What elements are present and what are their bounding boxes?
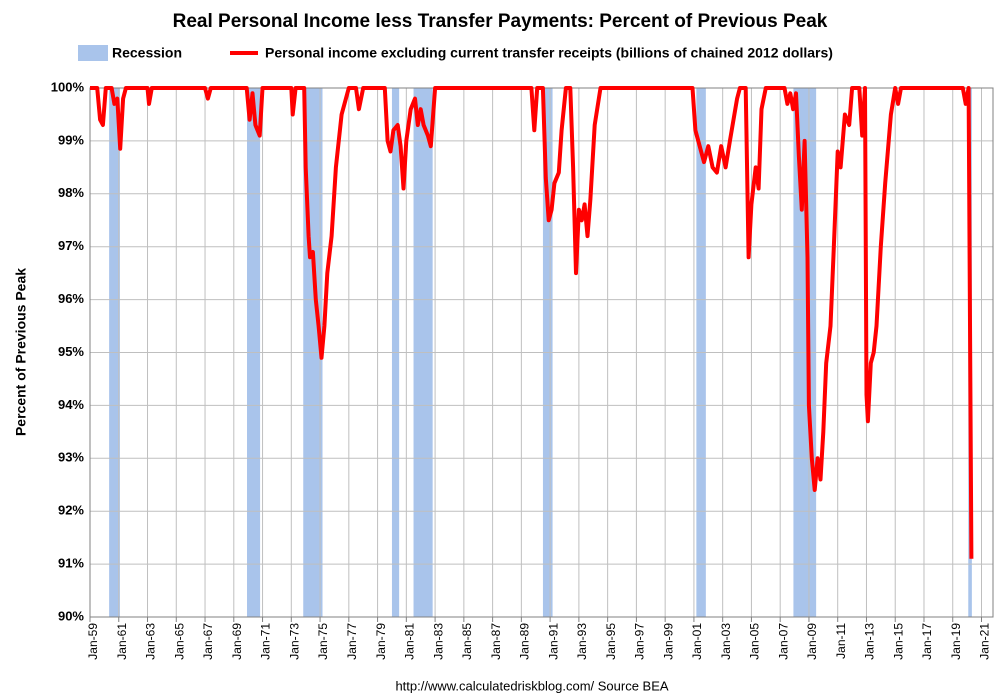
x-tick-label: Jan-89 <box>518 623 532 660</box>
x-tick-label: Jan-13 <box>863 623 877 660</box>
x-tick-label: Jan-01 <box>690 623 704 660</box>
x-tick-label: Jan-59 <box>86 623 100 660</box>
y-tick-label: 96% <box>58 291 84 306</box>
x-tick-label: Jan-11 <box>834 623 848 659</box>
x-tick-label: Jan-93 <box>575 623 589 660</box>
y-tick-label: 91% <box>58 556 84 571</box>
y-tick-label: 100% <box>51 79 85 94</box>
x-tick-label: Jan-81 <box>403 623 417 660</box>
y-tick-label: 97% <box>58 238 84 253</box>
x-tick-label: Jan-95 <box>604 623 618 660</box>
x-tick-label: Jan-83 <box>431 623 445 660</box>
legend-label: Personal income excluding current transf… <box>265 45 833 61</box>
legend-label: Recession <box>112 45 182 61</box>
x-tick-label: Jan-73 <box>287 623 301 660</box>
x-tick-label: Jan-85 <box>460 623 474 660</box>
chart-title: Real Personal Income less Transfer Payme… <box>173 11 828 32</box>
x-tick-label: Jan-65 <box>172 623 186 660</box>
legend-swatch <box>78 45 108 61</box>
x-tick-label: Jan-79 <box>374 623 388 660</box>
x-tick-label: Jan-63 <box>144 623 158 660</box>
x-tick-label: Jan-87 <box>489 623 503 660</box>
x-tick-label: Jan-77 <box>345 623 359 660</box>
x-tick-label: Jan-99 <box>661 623 675 660</box>
y-tick-label: 93% <box>58 450 84 465</box>
y-tick-label: 90% <box>58 608 84 623</box>
x-tick-label: Jan-67 <box>201 623 215 660</box>
y-tick-label: 94% <box>58 397 84 412</box>
x-tick-label: Jan-15 <box>891 623 905 660</box>
x-tick-label: Jan-07 <box>776 623 790 660</box>
source-note: http://www.calculatedriskblog.com/ Sourc… <box>395 678 668 693</box>
x-tick-label: Jan-91 <box>546 623 560 660</box>
y-tick-label: 92% <box>58 503 84 518</box>
y-tick-label: 98% <box>58 185 84 200</box>
y-axis-label: Percent of Previous Peak <box>13 268 29 436</box>
y-tick-label: 99% <box>58 132 84 147</box>
x-tick-label: Jan-19 <box>949 623 963 660</box>
x-tick-label: Jan-03 <box>719 623 733 660</box>
x-tick-label: Jan-71 <box>259 623 273 660</box>
y-tick-label: 95% <box>58 344 84 359</box>
x-tick-label: Jan-97 <box>633 623 647 660</box>
x-tick-label: Jan-21 <box>978 623 992 660</box>
x-tick-label: Jan-75 <box>316 623 330 660</box>
x-tick-label: Jan-69 <box>230 623 244 660</box>
x-tick-label: Jan-09 <box>805 623 819 660</box>
data-line <box>90 86 974 559</box>
x-tick-label: Jan-05 <box>748 623 762 660</box>
x-tick-label: Jan-61 <box>115 623 129 660</box>
x-tick-label: Jan-17 <box>920 623 934 660</box>
